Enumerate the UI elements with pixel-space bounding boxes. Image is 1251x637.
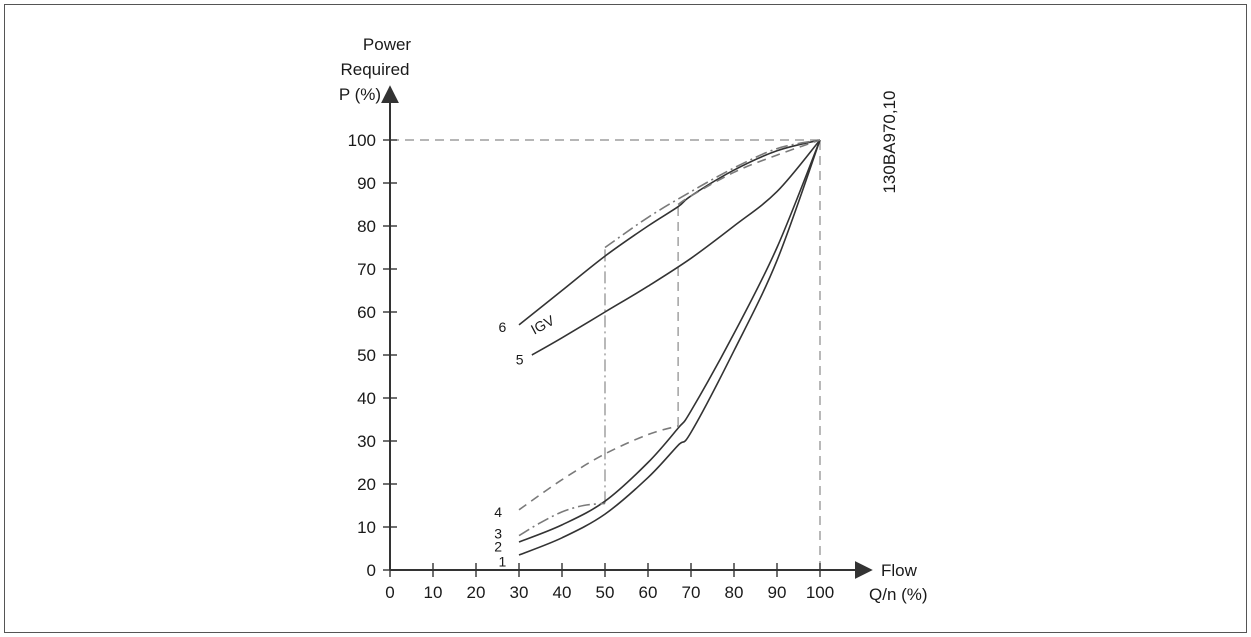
axes xyxy=(381,85,873,579)
figure-frame: 0 10 20 30 40 50 60 70 80 90 100 0 10 20 30 40 50 60 70 80 9… xyxy=(4,4,1247,633)
tick-marks: 0 10 20 30 40 50 60 70 80 90 100 0 10 20 30 40 50 60 70 80 9… xyxy=(348,131,835,602)
series-line-1 xyxy=(518,139,821,556)
y-tick-label-80: 80 xyxy=(357,217,376,236)
y-tick-label-20: 20 xyxy=(357,475,376,494)
series-line-aux-7 xyxy=(677,139,821,206)
x-tick-label-10: 10 xyxy=(424,583,443,602)
figure-code: 130BA970,10 xyxy=(880,90,899,193)
reference-lines xyxy=(390,139,821,570)
series-line-aux-6 xyxy=(604,139,821,249)
y-tick-label-90: 90 xyxy=(357,174,376,193)
x-axis-label-line-1: Flow xyxy=(881,561,918,580)
x-tick-label-70: 70 xyxy=(682,583,701,602)
y-tick-label-50: 50 xyxy=(357,346,376,365)
y-tick-label-100: 100 xyxy=(348,131,376,150)
y-tick-label-70: 70 xyxy=(357,260,376,279)
x-axis-label-line-2: Q/n (%) xyxy=(869,585,928,604)
y-tick-label-60: 60 xyxy=(357,303,376,322)
curve-label-4: 4 xyxy=(494,504,502,520)
x-tick-label-20: 20 xyxy=(467,583,486,602)
curve-label-1: 1 xyxy=(499,553,507,569)
x-tick-label-100: 100 xyxy=(806,583,834,602)
y-tick-label-10: 10 xyxy=(357,518,376,537)
curve-label-5: 5 xyxy=(516,351,524,367)
curve-labels: 123 4 56 xyxy=(494,319,523,569)
series-line-6 xyxy=(518,139,821,326)
igv-annotation: IGV xyxy=(528,312,557,338)
curve-label-3: 3 xyxy=(494,525,502,541)
x-tick-label-60: 60 xyxy=(639,583,658,602)
series-line-2 xyxy=(518,139,821,543)
series-line-3 xyxy=(518,502,606,537)
x-tick-label-90: 90 xyxy=(768,583,787,602)
x-tick-label-40: 40 xyxy=(553,583,572,602)
x-tick-label-80: 80 xyxy=(725,583,744,602)
y-tick-label-40: 40 xyxy=(357,389,376,408)
x-tick-label-30: 30 xyxy=(510,583,529,602)
series-group xyxy=(518,139,821,556)
x-tick-label-0: 0 xyxy=(385,583,394,602)
y-tick-label-0: 0 xyxy=(367,561,376,580)
curve-label-6: 6 xyxy=(499,319,507,335)
y-axis-label-line-2: Required xyxy=(341,60,410,79)
y-axis-label-line-3: P (%) xyxy=(339,85,381,104)
y-axis-label-line-1: Power xyxy=(363,35,412,54)
series-line-5 xyxy=(531,139,821,356)
curve-label-2: 2 xyxy=(494,538,502,554)
power-flow-chart: 0 10 20 30 40 50 60 70 80 90 100 0 10 20 30 40 50 60 70 80 9… xyxy=(339,35,928,604)
series-line-4 xyxy=(518,425,679,511)
x-tick-label-50: 50 xyxy=(596,583,615,602)
y-tick-label-30: 30 xyxy=(357,432,376,451)
